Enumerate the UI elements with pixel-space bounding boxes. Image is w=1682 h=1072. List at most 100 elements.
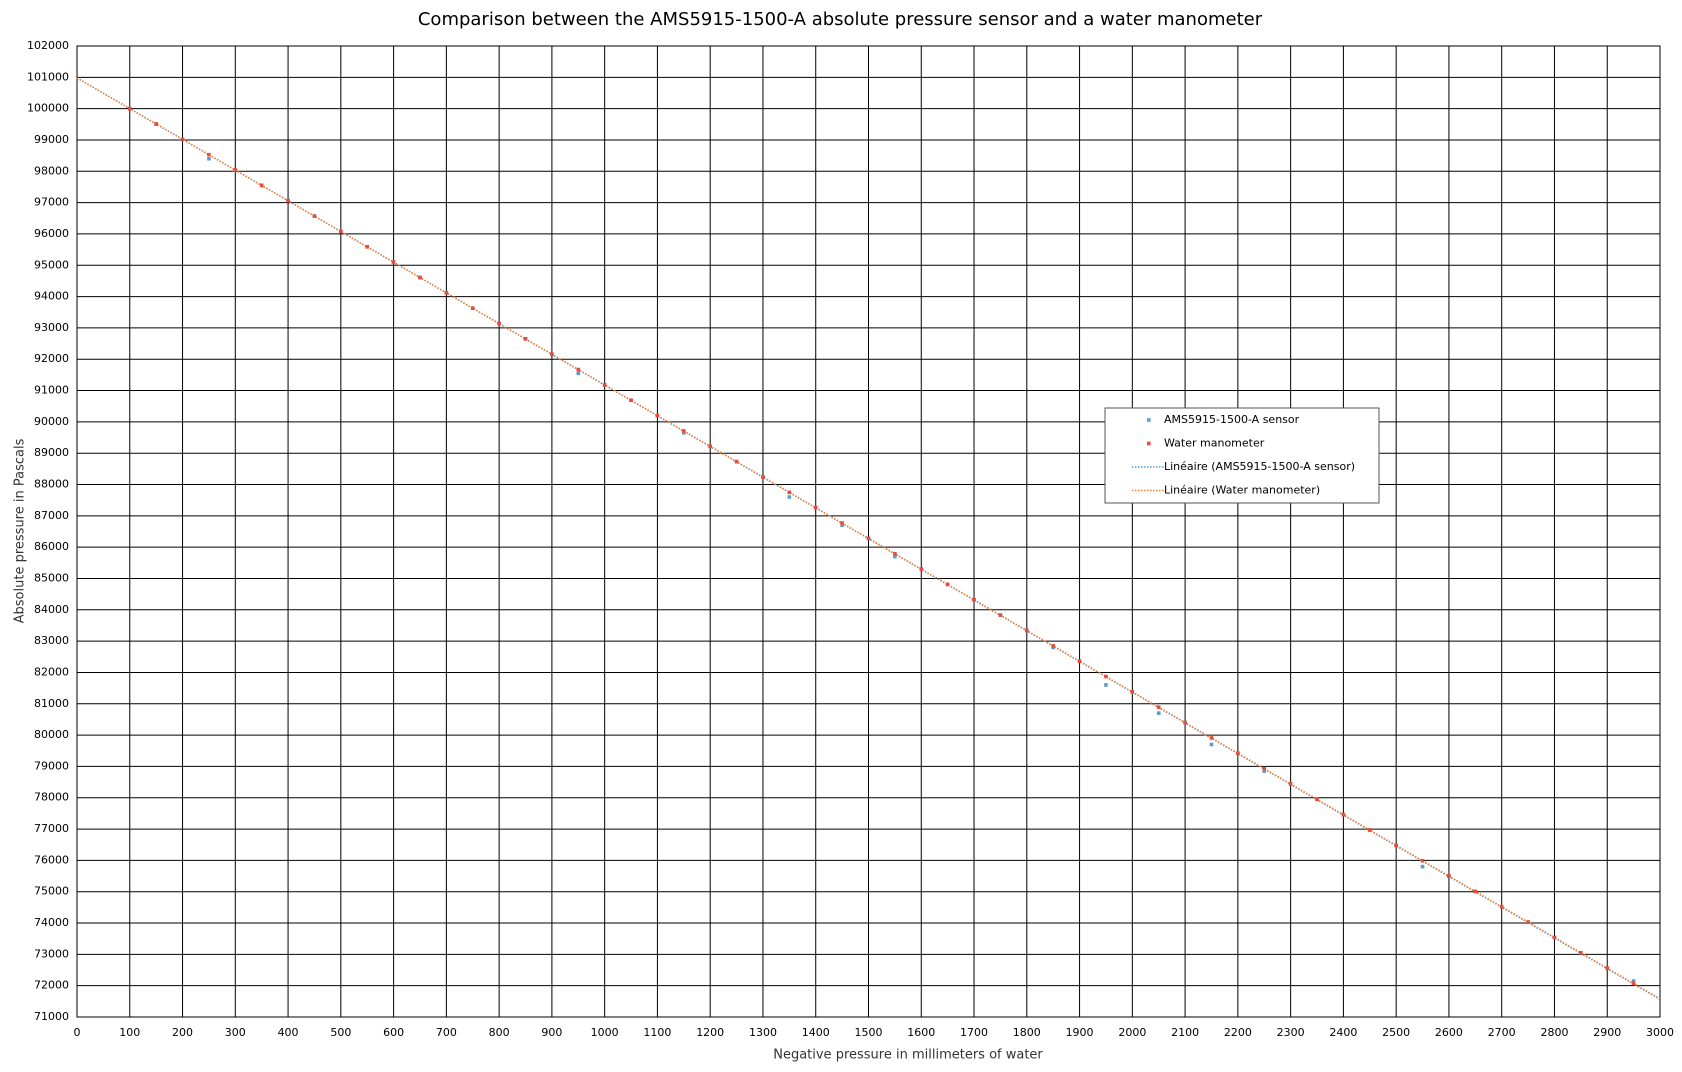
x-tick-label: 500 <box>330 1026 351 1039</box>
y-tick-label: 92000 <box>34 352 69 365</box>
x-tick-label: 2100 <box>1171 1026 1199 1039</box>
x-tick-label: 1300 <box>749 1026 777 1039</box>
data-point <box>919 567 924 571</box>
x-tick-label: 400 <box>278 1026 299 1039</box>
x-tick-label: 600 <box>383 1026 404 1039</box>
x-tick-label: 700 <box>436 1026 457 1039</box>
data-point <box>470 306 475 310</box>
data-point <box>1526 920 1530 924</box>
y-tick-label: 72000 <box>34 979 69 992</box>
x-tick-label: 2800 <box>1540 1026 1568 1039</box>
data-point <box>655 413 660 418</box>
data-point <box>207 156 211 161</box>
data-point <box>682 431 686 435</box>
x-tick-label: 2200 <box>1224 1026 1252 1039</box>
data-point <box>708 444 712 449</box>
x-tick-label: 2500 <box>1382 1026 1410 1039</box>
data-point <box>1262 766 1267 771</box>
data-point <box>998 613 1003 617</box>
data-point <box>418 275 422 280</box>
x-tick-label: 100 <box>119 1026 140 1039</box>
y-tick-label: 74000 <box>34 916 69 929</box>
data-point <box>444 291 449 295</box>
y-axis-label: Absolute pressure in Pascals <box>13 438 28 623</box>
legend-label: Linéaire (AMS5915-1500-A sensor) <box>1164 460 1355 473</box>
data-point <box>682 429 686 433</box>
y-tick-label: 100000 <box>27 102 69 115</box>
y-tick-label: 93000 <box>34 321 69 334</box>
legend-label: Linéaire (Water manometer) <box>1164 484 1320 497</box>
y-tick-label: 95000 <box>34 258 69 271</box>
data-point <box>1209 742 1214 747</box>
data-point <box>259 183 264 188</box>
data-point <box>1394 843 1398 848</box>
legend-label: Water manometer <box>1164 437 1265 450</box>
data-point <box>1631 979 1636 983</box>
data-point <box>1104 674 1108 679</box>
data-point <box>1104 683 1108 687</box>
y-tick-label: 88000 <box>34 478 69 491</box>
data-point <box>893 554 897 559</box>
x-tick-label: 1800 <box>1013 1026 1041 1039</box>
data-point <box>1473 889 1478 894</box>
data-point <box>840 523 844 528</box>
legend-box <box>1104 407 1380 504</box>
data-point <box>1262 769 1267 773</box>
y-tick-label: 87000 <box>34 509 69 522</box>
y-tick-label: 76000 <box>34 853 69 866</box>
data-point <box>523 337 528 341</box>
data-point <box>207 152 211 157</box>
y-tick-label: 96000 <box>34 227 69 240</box>
data-point <box>1499 904 1504 909</box>
x-tick-label: 1700 <box>960 1026 988 1039</box>
data-point <box>761 475 765 479</box>
y-tick-label: 89000 <box>34 446 69 459</box>
data-point <box>1288 782 1293 786</box>
x-tick-label: 900 <box>541 1026 562 1039</box>
y-tick-label: 102000 <box>27 39 69 52</box>
x-tick-label: 2300 <box>1277 1026 1305 1039</box>
data-point <box>365 244 370 249</box>
data-point <box>840 521 844 525</box>
data-point <box>312 214 317 218</box>
y-tick-label: 81000 <box>34 697 69 710</box>
data-point <box>1077 659 1082 663</box>
data-point <box>497 321 501 326</box>
x-tick-label: 1500 <box>855 1026 883 1039</box>
data-point <box>866 536 871 541</box>
data-point <box>1367 828 1372 832</box>
x-tick-label: 1900 <box>1066 1026 1094 1039</box>
data-point <box>127 106 132 111</box>
y-tick-label: 77000 <box>34 822 69 835</box>
x-tick-label: 2000 <box>1118 1026 1146 1039</box>
y-tick-label: 86000 <box>34 540 69 553</box>
data-point <box>233 168 238 172</box>
legend-label: AMS5915-1500-A sensor <box>1164 413 1300 426</box>
y-tick-label: 99000 <box>34 133 69 146</box>
x-tick-label: 800 <box>489 1026 510 1039</box>
data-point <box>972 597 976 602</box>
y-tick-label: 94000 <box>34 290 69 303</box>
x-tick-label: 2900 <box>1593 1026 1621 1039</box>
y-tick-label: 78000 <box>34 791 69 804</box>
y-tick-label: 91000 <box>34 384 69 397</box>
y-tick-label: 73000 <box>34 947 69 960</box>
x-tick-label: 1600 <box>907 1026 935 1039</box>
y-tick-label: 71000 <box>34 1010 69 1023</box>
data-point <box>550 352 554 357</box>
x-tick-label: 200 <box>172 1026 193 1039</box>
legend-marker <box>1147 441 1151 446</box>
y-tick-label: 84000 <box>34 603 69 616</box>
data-point <box>629 398 633 403</box>
y-tick-label: 75000 <box>34 885 69 898</box>
data-point <box>1130 690 1135 694</box>
data-point <box>1025 628 1029 633</box>
data-point <box>893 551 897 556</box>
data-point <box>813 505 818 510</box>
data-point <box>391 260 396 264</box>
data-point <box>602 383 607 387</box>
data-point <box>339 229 343 234</box>
y-tick-label: 90000 <box>34 415 69 428</box>
data-point <box>576 367 581 372</box>
